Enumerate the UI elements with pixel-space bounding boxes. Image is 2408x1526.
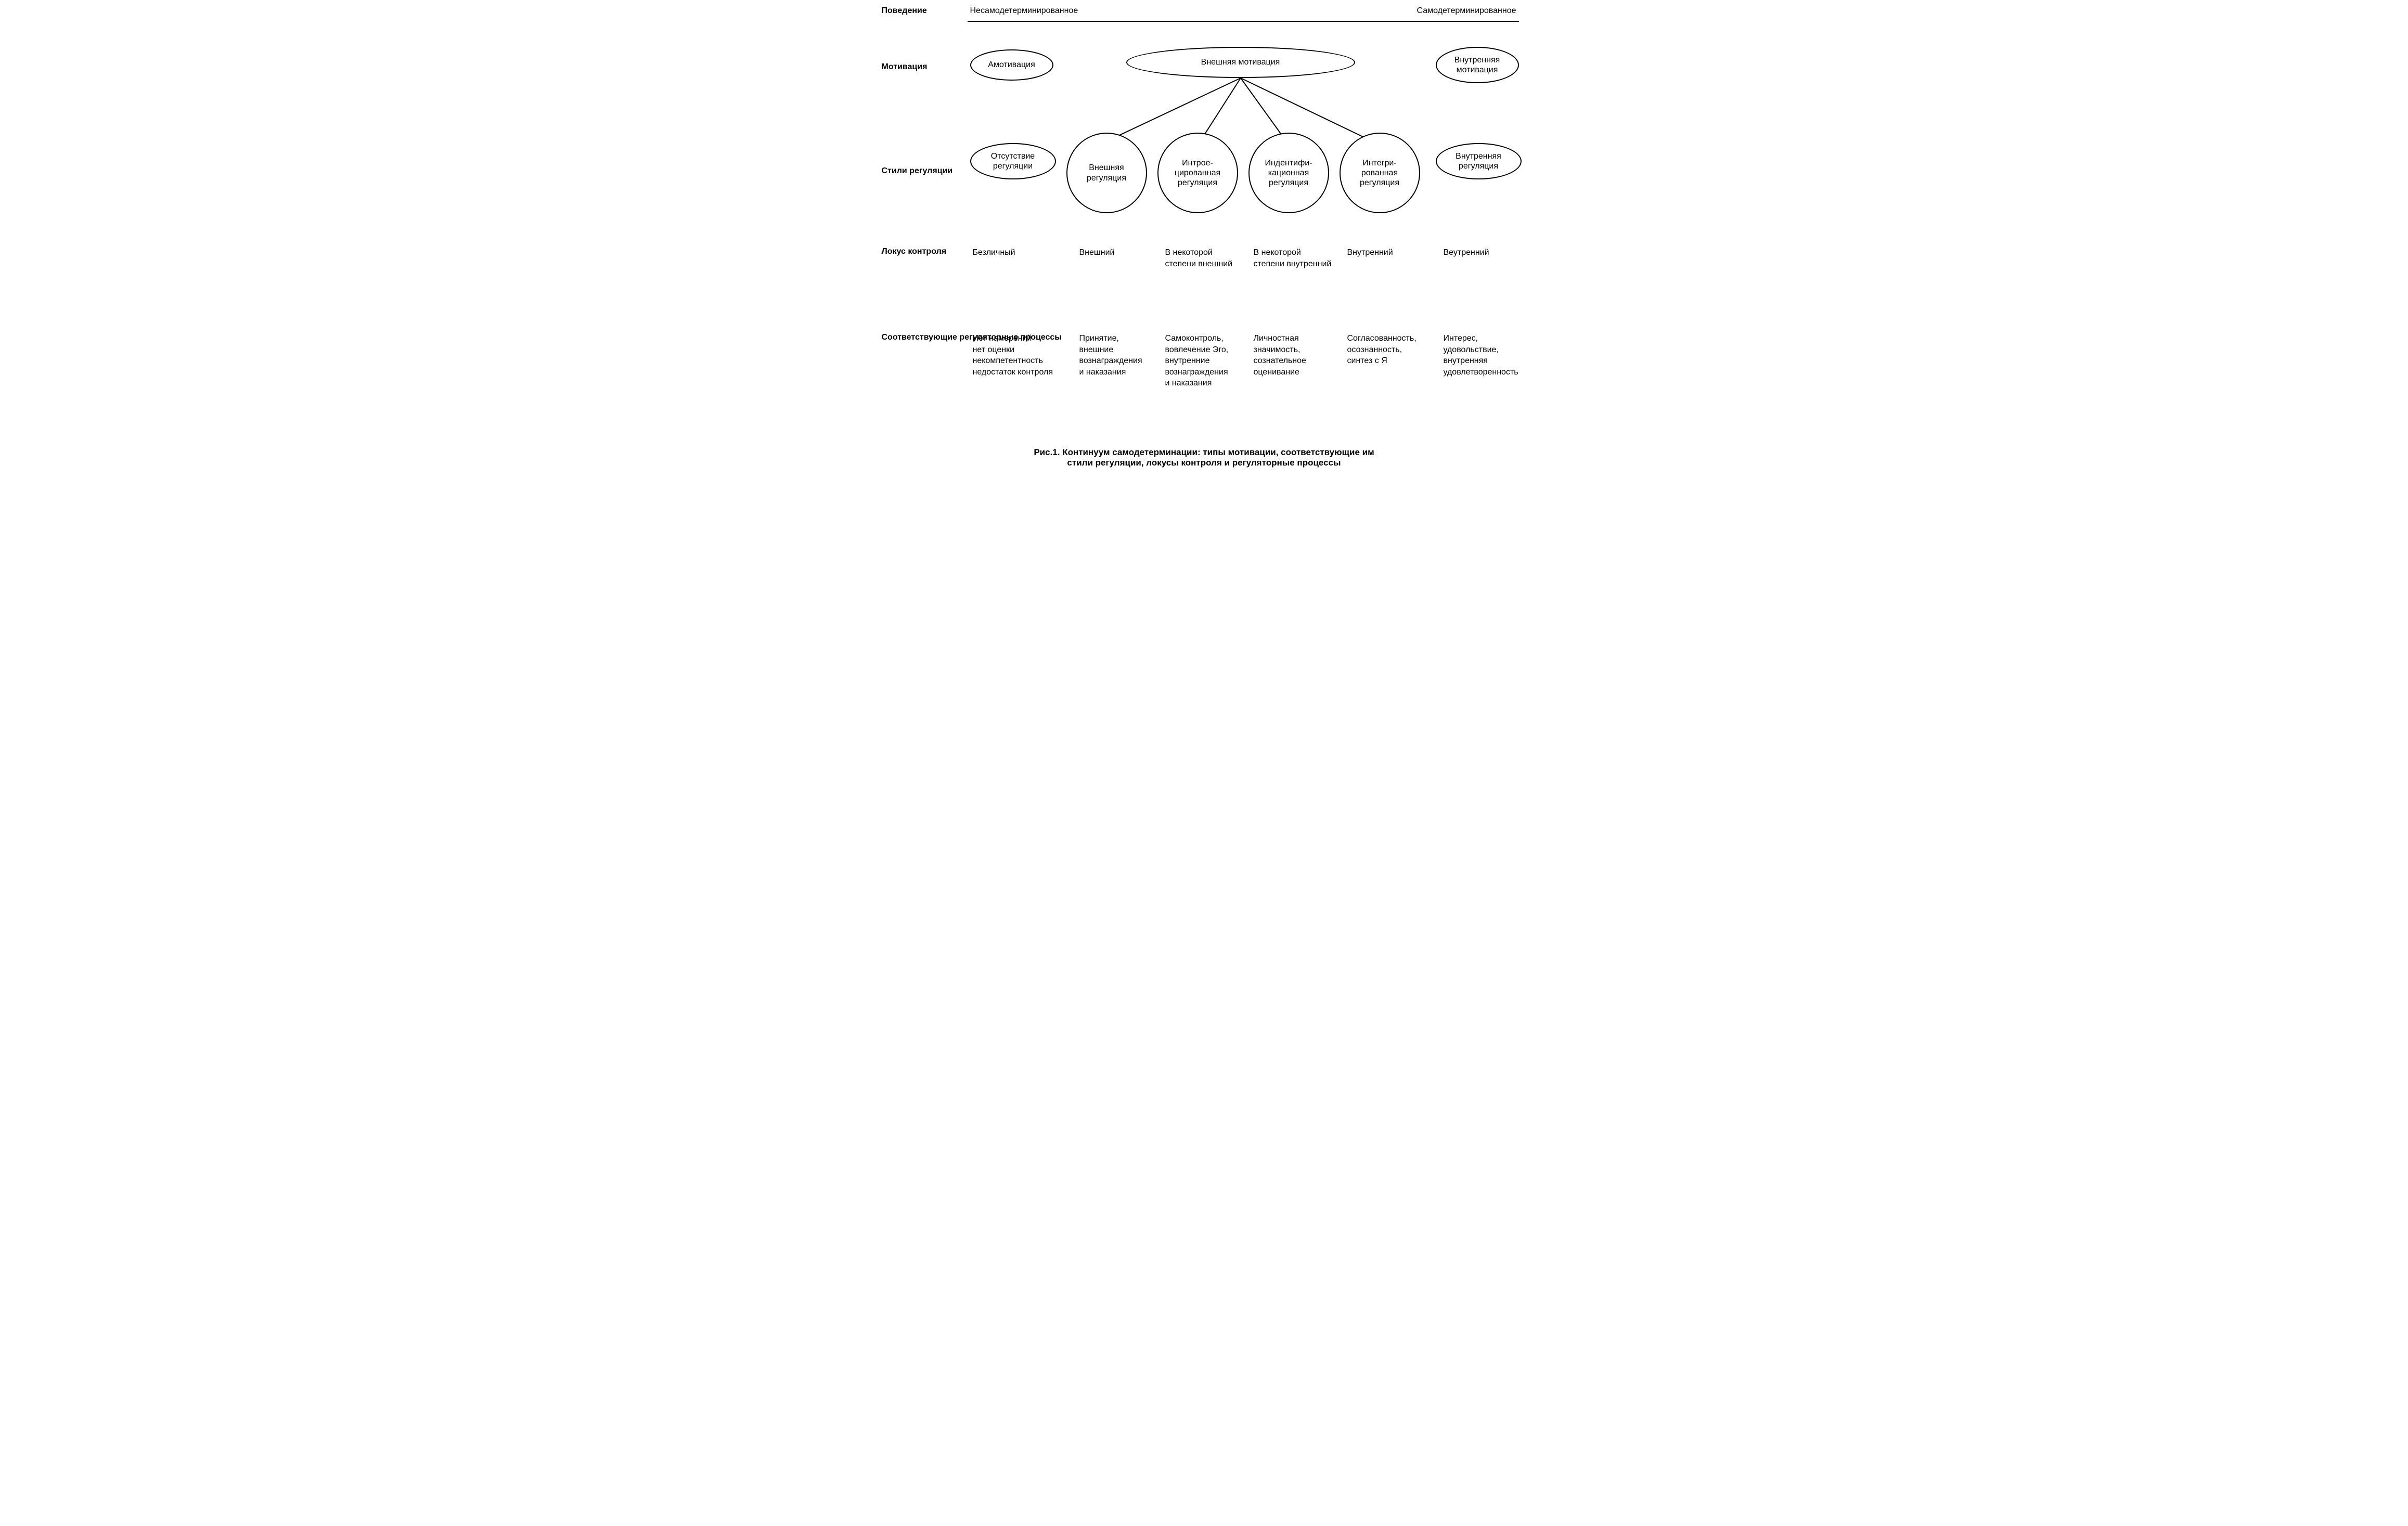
locus-c3: В некоторой степени внешний: [1165, 247, 1233, 269]
edge-extrinsic-external: [1103, 78, 1241, 143]
figure-caption: Рис.1. Континуум самодетерминации: типы …: [877, 447, 1532, 468]
node-introjected-regulation: Интрое- цированная регуляция: [1157, 133, 1238, 213]
locus-c6: Веутренний: [1444, 247, 1489, 258]
node-identified-regulation: Индентифи- кационная регуляция: [1248, 133, 1329, 213]
proc-c6: Интерес, удовольствие, внутренняя удовле…: [1444, 333, 1518, 378]
proc-c3: Самоконтроль, вовлечение Эго, внутренние…: [1165, 333, 1229, 389]
locus-c4: В некоторой степени внутренний: [1254, 247, 1332, 269]
locus-c1: Безличный: [973, 247, 1015, 258]
proc-c1: Нет намерений нет оценки некомпетентност…: [973, 333, 1053, 378]
node-external-regulation: Внешняя регуляция: [1066, 133, 1147, 213]
node-no-regulation: Отсутствие регуляции: [970, 143, 1056, 179]
caption-line2-rest: , локусы контроля и регуляторные процесс…: [1141, 458, 1341, 468]
node-intrinsic-motivation: Внутренняя мотивация: [1436, 47, 1519, 83]
proc-c2: Принятие, внешние вознаграждения и наказ…: [1079, 333, 1142, 378]
proc-c5: Согласованность, осознанность, синтез с …: [1347, 333, 1417, 367]
node-amotivation: Амотивация: [970, 49, 1053, 81]
node-intrinsic-regulation: Внутренняя регуляция: [1436, 143, 1522, 179]
proc-c4: Личностная значимость, сознательное оцен…: [1254, 333, 1306, 378]
row-label-behavior: Поведение: [882, 6, 927, 16]
behavior-axis-line: [968, 21, 1519, 22]
behavior-axis-right: Самодетерминированное: [1417, 6, 1516, 16]
node-extrinsic-motivation: Внешняя мотивация: [1126, 47, 1355, 78]
locus-c2: Внешний: [1079, 247, 1115, 258]
row-label-motivation: Мотивация: [882, 62, 928, 72]
behavior-axis-left: Несамодетерминированное: [970, 6, 1078, 16]
caption-line2-bold: стили регуляции: [1067, 458, 1141, 468]
edge-extrinsic-integrated: [1241, 78, 1376, 143]
row-label-styles: Стили регуляции: [882, 166, 953, 176]
node-integrated-regulation: Интегри- рованная регуляция: [1340, 133, 1420, 213]
caption-line1: Рис.1. Континуум самодетерминации: типы …: [1034, 447, 1374, 457]
self-determination-continuum-diagram: Поведение Мотивация Стили регуляции Локу…: [877, 0, 1532, 505]
locus-c5: Внутренний: [1347, 247, 1393, 258]
row-label-locus: Локус контроля: [882, 247, 947, 256]
